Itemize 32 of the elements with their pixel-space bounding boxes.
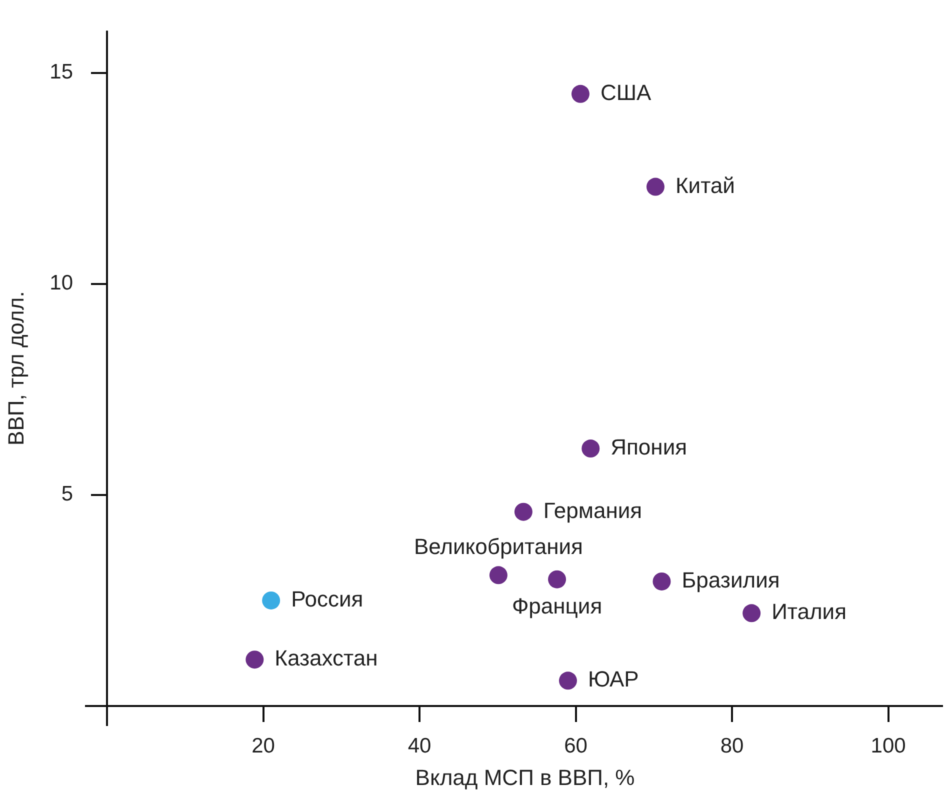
point bbox=[262, 591, 280, 610]
point bbox=[646, 178, 664, 196]
annotation: Россия bbox=[291, 586, 364, 612]
point bbox=[489, 566, 508, 584]
annotation: Казахстан bbox=[274, 646, 378, 671]
annotation: Бразилия bbox=[682, 568, 780, 593]
point bbox=[514, 502, 532, 521]
y-axis-title: ВВП, трл долл. bbox=[3, 291, 28, 446]
point bbox=[571, 84, 590, 103]
annotation: Италия bbox=[772, 599, 846, 624]
x-tick-label: 80 bbox=[720, 734, 744, 758]
point bbox=[246, 650, 264, 669]
annotation: Франция bbox=[512, 593, 602, 618]
annotation: Германия bbox=[543, 498, 642, 523]
annotation: США bbox=[600, 80, 652, 105]
annotation: Китай bbox=[675, 172, 735, 198]
y-tick-label: 5 bbox=[61, 482, 73, 506]
annotation: Великобритания bbox=[414, 534, 583, 560]
point bbox=[582, 440, 600, 458]
y-tick-label: 10 bbox=[50, 272, 73, 295]
y-tick-label: 15 bbox=[50, 60, 73, 84]
point bbox=[548, 570, 566, 588]
annotation: ЮАР bbox=[588, 666, 639, 692]
point bbox=[652, 572, 671, 590]
x-tick-label: 60 bbox=[564, 734, 588, 758]
x-tick-label: 20 bbox=[252, 734, 275, 758]
x-axis-title: Вклад МСП в ВВП, % bbox=[415, 764, 635, 790]
annotation: Япония bbox=[610, 434, 688, 460]
x-tick-label: 40 bbox=[408, 734, 432, 758]
point bbox=[558, 672, 577, 690]
x-tick-label: 100 bbox=[870, 734, 906, 758]
point bbox=[742, 604, 761, 622]
